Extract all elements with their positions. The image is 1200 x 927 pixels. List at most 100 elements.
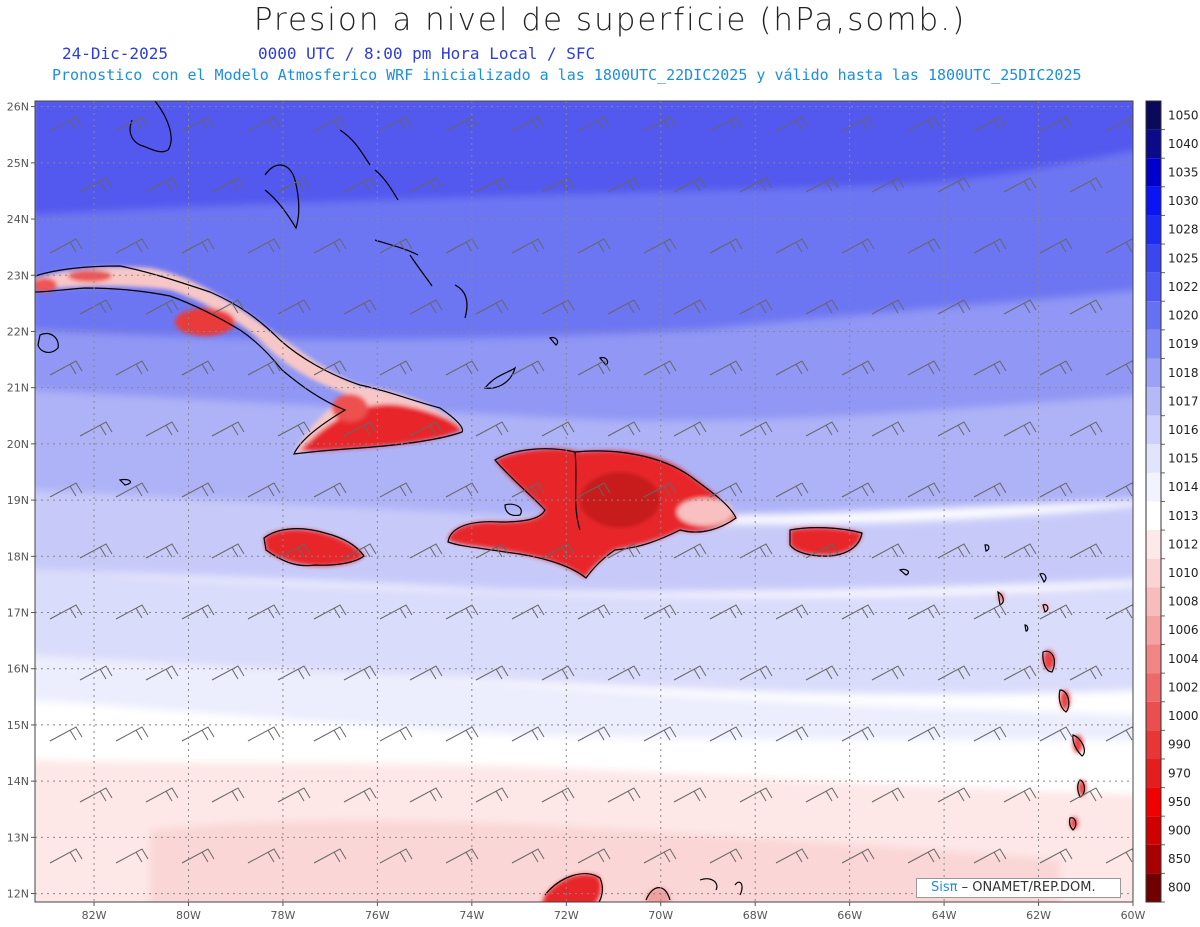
wind-barb — [247, 238, 281, 254]
wind-barb — [1003, 665, 1037, 681]
colorbar-label: 1017 — [1168, 394, 1199, 408]
colorbar-label: 1050 — [1168, 108, 1199, 122]
wind-barb — [907, 482, 941, 498]
wind-barb — [973, 238, 1007, 254]
wind-barb — [937, 543, 971, 559]
wind-barb — [1039, 360, 1073, 376]
colorbar-swatch — [1146, 158, 1161, 187]
wind-barb — [805, 421, 839, 437]
wind-barb — [577, 360, 611, 376]
lon-label: 80W — [176, 909, 201, 922]
wind-barb — [343, 299, 377, 315]
credit-text: – ONAMET/REP.DOM. — [957, 880, 1096, 895]
map-frame — [34, 100, 1134, 903]
wind-barb — [511, 726, 545, 742]
wind-barb — [709, 116, 743, 132]
wind-barb — [511, 238, 545, 254]
forecast-time: 0000 UTC / 8:00 pm Hora Local / SFC — [258, 44, 596, 63]
lon-label: 66W — [837, 909, 862, 922]
wind-barb — [409, 665, 443, 681]
wind-barb — [277, 299, 311, 315]
wind-barb — [1003, 299, 1037, 315]
wind-barb — [871, 299, 905, 315]
wind-barbs — [49, 116, 1133, 864]
wind-barb — [409, 543, 443, 559]
colorbar-label: 1025 — [1168, 251, 1199, 265]
wind-barb — [379, 360, 413, 376]
wind-barb — [445, 116, 479, 132]
wind-barb — [379, 726, 413, 742]
wind-barb — [49, 116, 83, 132]
wind-barb — [739, 665, 773, 681]
wind-barb — [409, 421, 443, 437]
wind-barb — [907, 116, 941, 132]
colorbar-label: 1020 — [1168, 309, 1199, 323]
wind-barb — [739, 421, 773, 437]
colorbar-label: 1000 — [1168, 709, 1199, 723]
colorbar-swatch — [1146, 644, 1161, 674]
wind-barb — [1069, 421, 1103, 437]
lat-label: 13N — [7, 831, 29, 844]
lat-label: 15N — [7, 719, 29, 732]
colorbar-label: 1022 — [1168, 280, 1199, 294]
wind-barb — [277, 543, 311, 559]
colorbar-label: 1035 — [1168, 166, 1199, 180]
wind-barb — [739, 299, 773, 315]
wind-barb — [673, 421, 707, 437]
wind-barb — [937, 299, 971, 315]
wind-barb — [277, 665, 311, 681]
wind-barb — [673, 787, 707, 803]
wind-barb — [313, 238, 347, 254]
wind-barb — [181, 238, 215, 254]
sispi-logo: Sisπ — [931, 880, 958, 895]
wind-barb — [1105, 360, 1133, 376]
lon-label: 70W — [648, 909, 673, 922]
wind-barb — [277, 421, 311, 437]
wind-barb — [643, 726, 677, 742]
wind-barb — [1039, 848, 1073, 864]
wind-barb — [775, 848, 809, 864]
colorbar-swatch — [1146, 615, 1161, 645]
colorbar-label: 900 — [1168, 823, 1191, 837]
wind-barb — [475, 299, 509, 315]
wind-barb — [775, 726, 809, 742]
map-title: Presion a nivel de superficie (hPa,somb.… — [253, 2, 967, 38]
wind-barb — [511, 482, 545, 498]
wind-barb — [145, 299, 179, 315]
wind-barb — [313, 726, 347, 742]
wind-barb — [1069, 177, 1103, 193]
colorbar-label: 1010 — [1168, 566, 1199, 580]
colorbar-label: 990 — [1168, 738, 1191, 752]
wind-barb — [871, 177, 905, 193]
wind-barb — [541, 299, 575, 315]
wind-barb — [577, 726, 611, 742]
colorbar-swatch — [1146, 530, 1161, 559]
wind-barb — [709, 848, 743, 864]
lat-label: 14N — [7, 775, 29, 788]
wind-barb — [841, 482, 875, 498]
colorbar-label: 1015 — [1168, 452, 1199, 466]
lon-label: 64W — [932, 909, 957, 922]
lat-label: 23N — [7, 269, 29, 282]
colorbar-swatch — [1146, 387, 1161, 416]
wind-barb — [805, 543, 839, 559]
wind-barb — [805, 299, 839, 315]
wind-barb — [775, 360, 809, 376]
wind-barb — [49, 482, 83, 498]
colorbar-swatch — [1146, 101, 1161, 130]
wind-barb — [277, 787, 311, 803]
lon-label: 72W — [554, 909, 579, 922]
wind-barb — [511, 116, 545, 132]
wind-barb — [145, 665, 179, 681]
wind-barb — [709, 482, 743, 498]
wind-barb — [211, 177, 245, 193]
wind-barb — [1105, 482, 1133, 498]
wind-barb — [871, 421, 905, 437]
wind-barb — [841, 360, 875, 376]
wind-barb — [49, 360, 83, 376]
colorbar-swatch — [1146, 472, 1161, 502]
colorbar-swatch — [1146, 415, 1161, 445]
wind-barb — [49, 238, 83, 254]
lon-label: 74W — [459, 909, 484, 922]
colorbar-swatch — [1146, 329, 1161, 359]
